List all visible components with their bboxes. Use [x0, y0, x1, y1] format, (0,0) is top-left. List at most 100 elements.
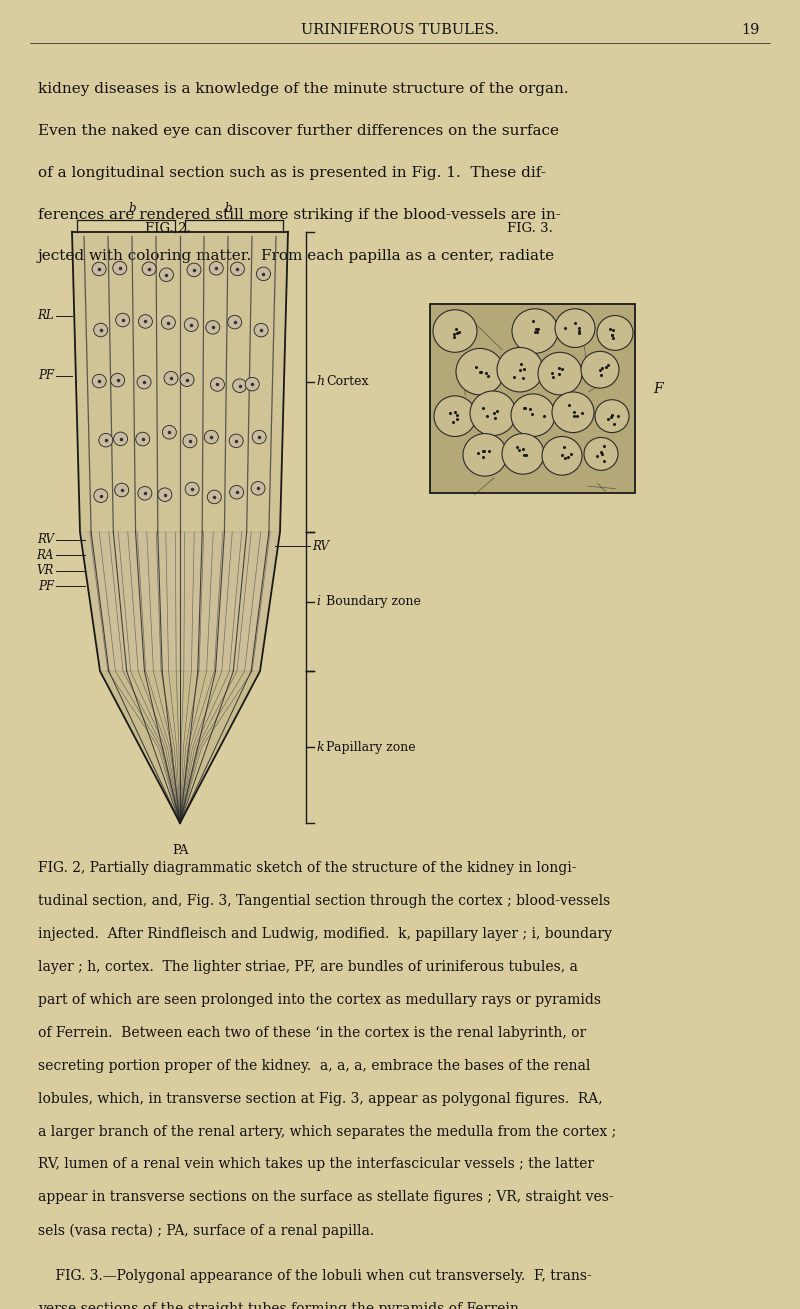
Circle shape [230, 262, 245, 276]
Text: RL: RL [38, 309, 54, 322]
Text: of Ferrein.  Between each two of these ‘in the cortex is the renal labyrinth, or: of Ferrein. Between each two of these ‘i… [38, 1026, 586, 1039]
Circle shape [99, 433, 113, 446]
Text: RV: RV [312, 539, 329, 552]
Text: h: h [316, 376, 324, 389]
FancyBboxPatch shape [430, 304, 635, 492]
Circle shape [159, 268, 174, 281]
Text: of a longitudinal section such as is presented in Fig. 1.  These dif-: of a longitudinal section such as is pre… [38, 166, 546, 179]
Circle shape [114, 432, 127, 445]
Circle shape [204, 431, 218, 444]
Text: VR: VR [37, 564, 54, 577]
Circle shape [136, 432, 150, 446]
Text: RA: RA [37, 548, 54, 562]
Text: jected with coloring matter.  From each papilla as a center, radiate: jected with coloring matter. From each p… [38, 250, 555, 263]
Text: lobules, which, in transverse section at Fig. 3, appear as polygonal figures.  R: lobules, which, in transverse section at… [38, 1092, 602, 1106]
Text: kidney diseases is a knowledge of the minute structure of the organ.: kidney diseases is a knowledge of the mi… [38, 82, 569, 97]
Circle shape [183, 435, 197, 448]
Circle shape [229, 435, 243, 448]
Circle shape [142, 262, 156, 275]
Circle shape [246, 377, 259, 391]
Text: Boundary zone: Boundary zone [326, 596, 421, 607]
Circle shape [158, 488, 172, 501]
Circle shape [110, 373, 125, 387]
Text: Even the naked eye can discover further differences on the surface: Even the naked eye can discover further … [38, 124, 559, 139]
Circle shape [595, 399, 629, 432]
Circle shape [542, 436, 582, 475]
Polygon shape [72, 232, 288, 531]
Text: injected.  After Rindfleisch and Ludwig, modified.  k, papillary layer ; i, boun: injected. After Rindfleisch and Ludwig, … [38, 927, 612, 941]
Text: 19: 19 [742, 24, 760, 38]
Text: RV: RV [37, 533, 54, 546]
Circle shape [433, 310, 477, 352]
Text: F: F [653, 382, 662, 395]
Circle shape [180, 373, 194, 386]
Circle shape [187, 263, 201, 276]
Circle shape [502, 433, 544, 474]
Polygon shape [80, 531, 280, 672]
Text: FIG. 2, Partially diagrammatic sketch of the structure of the kidney in longi-: FIG. 2, Partially diagrammatic sketch of… [38, 861, 577, 876]
Circle shape [434, 395, 476, 436]
Text: sels (vasa recta) ; PA, surface of a renal papilla.: sels (vasa recta) ; PA, surface of a ren… [38, 1224, 374, 1238]
Circle shape [137, 376, 151, 389]
Text: RV, lumen of a renal vein which takes up the interfascicular vessels ; the latte: RV, lumen of a renal vein which takes up… [38, 1157, 594, 1172]
Text: FIG. 3.: FIG. 3. [507, 221, 553, 234]
Circle shape [552, 391, 594, 432]
Text: tudinal section, and, Fig. 3, Tangential section through the cortex ; blood-vess: tudinal section, and, Fig. 3, Tangential… [38, 894, 610, 908]
Circle shape [251, 482, 265, 495]
Text: PF: PF [38, 580, 54, 593]
Text: Cortex: Cortex [326, 376, 369, 389]
Circle shape [207, 490, 222, 504]
Text: layer ; h, cortex.  The lighter striae, PF, are bundles of uriniferous tubules, : layer ; h, cortex. The lighter striae, P… [38, 959, 578, 974]
Text: appear in transverse sections on the surface as stellate figures ; VR, straight : appear in transverse sections on the sur… [38, 1190, 614, 1204]
Text: FIG. 2.: FIG. 2. [145, 221, 190, 234]
Circle shape [538, 352, 582, 395]
Text: b: b [128, 202, 136, 215]
Text: i: i [316, 596, 320, 607]
Circle shape [114, 483, 129, 497]
Circle shape [94, 323, 108, 336]
Circle shape [206, 321, 220, 334]
Circle shape [257, 267, 270, 280]
Circle shape [511, 394, 555, 436]
Circle shape [463, 433, 507, 476]
Circle shape [254, 323, 268, 336]
Circle shape [138, 487, 152, 500]
Circle shape [210, 378, 225, 391]
Circle shape [597, 315, 633, 351]
Text: PA: PA [172, 844, 188, 857]
Circle shape [185, 482, 199, 496]
Text: a larger branch of the renal artery, which separates the medulla from the cortex: a larger branch of the renal artery, whi… [38, 1124, 616, 1139]
Circle shape [584, 437, 618, 470]
Circle shape [581, 351, 619, 387]
Text: b: b [224, 202, 232, 215]
Polygon shape [100, 672, 260, 823]
Text: k: k [316, 741, 324, 754]
Circle shape [252, 431, 266, 444]
Text: FIG. 3.—Polygonal appearance of the lobuli when cut transversely.  F, trans-: FIG. 3.—Polygonal appearance of the lobu… [38, 1270, 592, 1283]
Circle shape [555, 309, 595, 347]
Text: URINIFEROUS TUBULES.: URINIFEROUS TUBULES. [301, 24, 499, 38]
Circle shape [210, 262, 223, 275]
Circle shape [512, 309, 558, 353]
Circle shape [233, 378, 246, 393]
Text: secreting portion proper of the kidney.  a, a, a, embrace the bases of the renal: secreting portion proper of the kidney. … [38, 1059, 590, 1072]
Circle shape [116, 313, 130, 327]
Circle shape [184, 318, 198, 331]
Text: verse sections of the straight tubes forming the pyramids of Ferrein.: verse sections of the straight tubes for… [38, 1302, 523, 1309]
Circle shape [228, 315, 242, 329]
Text: part of which are seen prolonged into the cortex as medullary rays or pyramids: part of which are seen prolonged into th… [38, 992, 601, 1007]
Circle shape [164, 372, 178, 385]
Text: Papillary zone: Papillary zone [326, 741, 416, 754]
Circle shape [162, 425, 176, 439]
Circle shape [456, 348, 504, 395]
Text: ferences are rendered still more striking if the blood-vessels are in-: ferences are rendered still more strikin… [38, 208, 561, 221]
Circle shape [162, 315, 175, 330]
Circle shape [230, 486, 244, 499]
Circle shape [92, 262, 106, 276]
Text: PF: PF [38, 369, 54, 382]
Circle shape [94, 490, 108, 503]
Circle shape [113, 262, 126, 275]
Circle shape [470, 391, 516, 436]
Circle shape [138, 314, 152, 329]
Circle shape [92, 374, 106, 387]
